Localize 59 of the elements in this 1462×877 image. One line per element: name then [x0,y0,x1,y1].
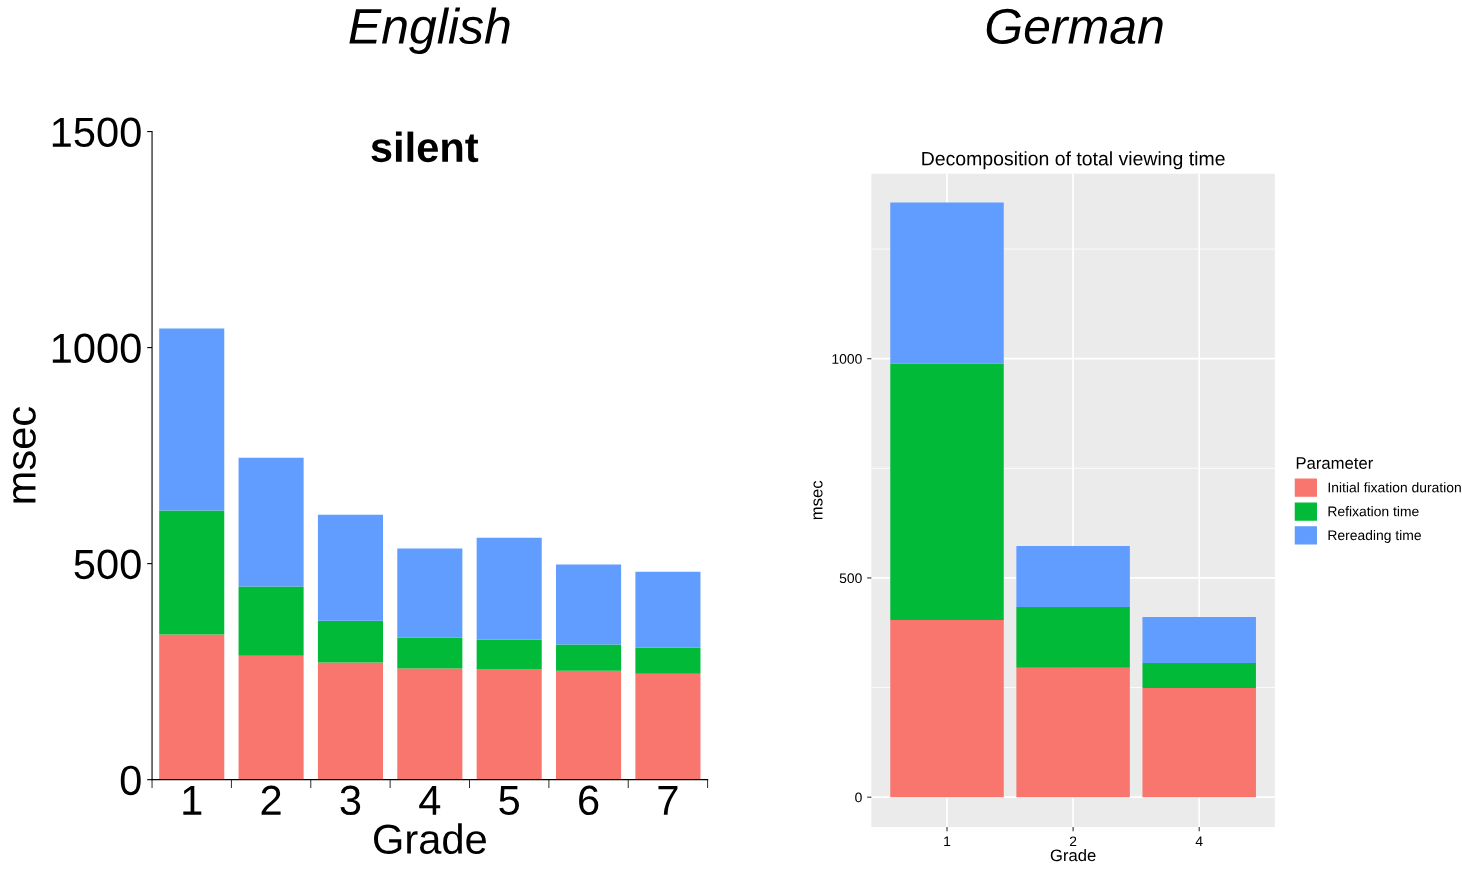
bar [159,328,225,511]
y-axis-title: msec [13,406,36,503]
legend-label: Initial fixation duration [1328,482,1461,493]
bar [397,548,463,638]
legend-label: Rereading time [1328,529,1421,543]
y-tick-label: 0 [120,765,141,796]
bar [635,673,701,780]
bar [1016,545,1130,607]
bar [635,571,701,648]
bar [238,655,304,780]
legend-label: Refixation time [1328,506,1419,517]
bar [1142,616,1256,664]
x-tick-label: 7 [658,786,678,815]
bar [159,634,225,780]
x-tick-label: 2 [1069,836,1077,847]
y-axis-title: msec [813,480,823,520]
bar [476,639,542,670]
y-tick-label: 500 [74,549,141,580]
chart-subtitle: silent [371,131,479,163]
y-tick-label: 0 [855,792,862,803]
y-tick-label: 1000 [52,333,141,364]
x-tick-label: 4 [1195,836,1203,847]
bar [1016,667,1130,798]
x-tick-label: 1 [944,836,951,847]
bar [159,510,225,635]
bar [1142,688,1256,798]
bar [890,202,1004,364]
x-tick-label: 4 [419,786,441,815]
bar [890,620,1004,798]
bar [317,620,383,663]
x-axis-title: Grade [1050,848,1096,862]
legend-title: Parameter [1296,457,1373,469]
bar [556,644,622,671]
bar [890,363,1004,621]
bar [1016,606,1130,668]
bar [238,457,304,587]
x-tick-label: 3 [340,785,361,816]
bar [317,662,383,780]
x-tick-label: 6 [579,785,599,816]
x-axis-title: Grade [374,823,486,854]
x-tick-label: 5 [499,786,520,816]
x-tick-label: 1 [183,786,202,815]
bar [238,586,304,656]
chart-title: German [986,8,1163,45]
y-tick-label: 1000 [832,354,862,364]
chart-title: English [349,7,510,54]
chart-subtitle: Decomposition of total viewing time [922,151,1225,170]
y-tick-label: 1500 [52,117,141,148]
bar [476,669,542,780]
bar [556,564,622,645]
bar [397,668,463,780]
y-tick-label: 500 [839,573,862,584]
x-tick-label: 2 [261,785,281,815]
bar [635,647,701,674]
bar [317,514,383,621]
bar [556,670,622,780]
bar [476,537,542,640]
bar [397,637,463,669]
bar [1142,663,1256,689]
